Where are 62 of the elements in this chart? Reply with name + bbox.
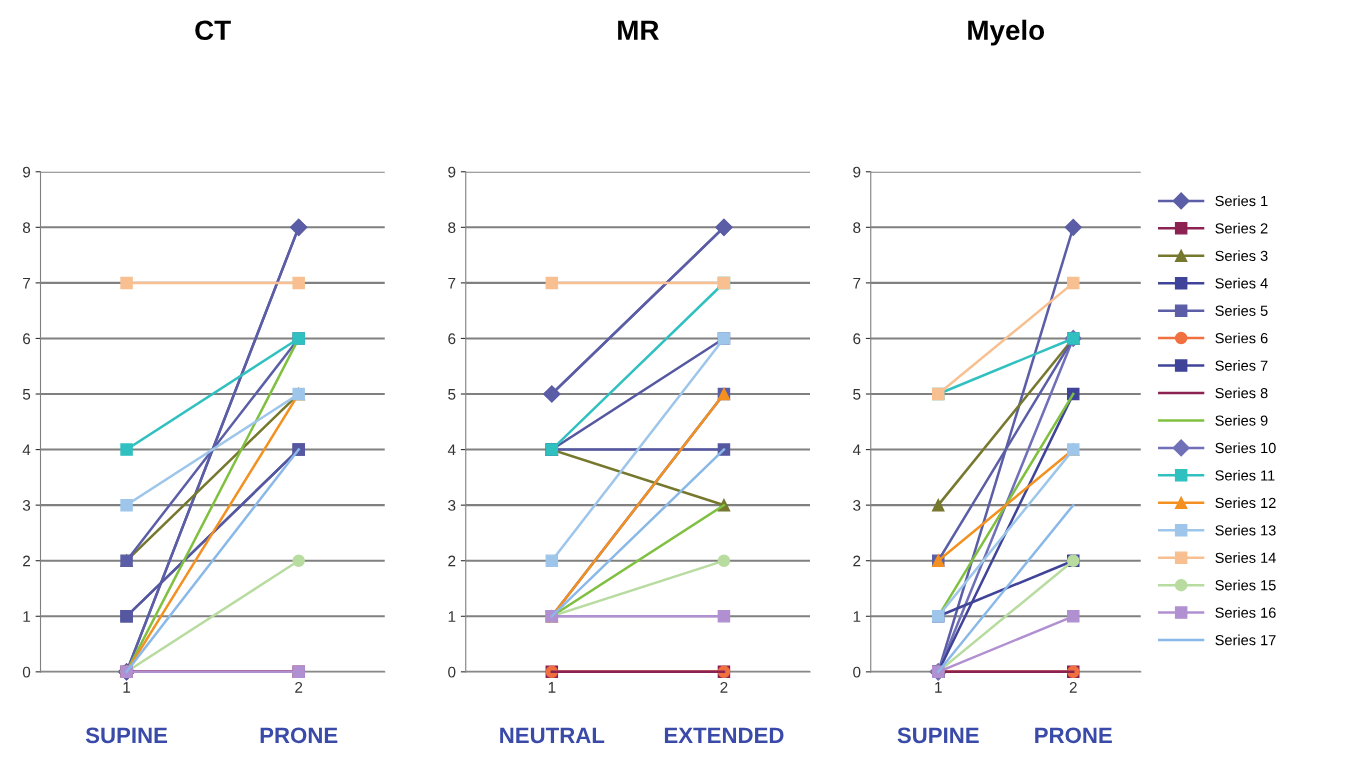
y-tick-label: 9: [448, 166, 456, 178]
legend-label: Series 6: [1215, 332, 1268, 344]
y-tick-label: 5: [853, 389, 861, 400]
y-tick-label: 3: [448, 500, 456, 511]
legend-label: Series 2: [1215, 222, 1268, 234]
y-tick-label: 3: [22, 500, 31, 511]
y-tick-label: 1: [853, 611, 861, 622]
y-tick-label: 3: [853, 500, 861, 511]
y-tick-label: 7: [448, 277, 456, 289]
legend-label: Series 9: [1215, 415, 1268, 426]
legend-label: Series 16: [1215, 607, 1276, 618]
legend-label: Series 15: [1215, 579, 1276, 591]
y-tick-label: 6: [448, 333, 456, 345]
y-tick-label: 4: [447, 444, 456, 456]
x-tick-label: 2: [295, 681, 303, 693]
y-tick-label: 9: [853, 166, 861, 178]
text: SUPINE: [897, 727, 979, 744]
y-tick-label: 0: [22, 666, 31, 678]
text: PRONE: [1035, 727, 1112, 744]
text: SUPINE: [85, 727, 168, 744]
y-tick-label: 4: [22, 444, 31, 456]
y-tick-label: 0: [853, 666, 861, 678]
legend-label: Series 1: [1215, 195, 1268, 207]
legend-label: Series 4: [1215, 277, 1268, 289]
y-tick-label: 2: [853, 555, 861, 567]
y-tick-label: 2: [448, 555, 456, 567]
y-tick-label: 5: [448, 389, 456, 400]
text: NEUTRAL: [500, 727, 605, 744]
y-tick-label: 6: [23, 333, 31, 345]
y-tick-label: 7: [23, 277, 31, 289]
text: PRONE: [260, 727, 338, 744]
y-tick-label: 9: [23, 166, 31, 178]
chart-title: MR: [618, 20, 659, 40]
y-tick-label: 7: [853, 277, 861, 289]
y-tick-label: 1: [448, 611, 456, 622]
y-tick-label: 8: [448, 222, 456, 234]
legend-label: Series 12: [1215, 497, 1276, 509]
x-tick-label: 1: [935, 682, 942, 693]
y-tick-label: 1: [23, 611, 31, 622]
y-tick-label: 8: [22, 222, 31, 234]
legend-label: Series 3: [1215, 250, 1268, 262]
legend-label: Series 10: [1215, 442, 1276, 454]
x-tick-label: 1: [548, 682, 556, 693]
x-tick-label: 2: [720, 681, 728, 693]
x-tick-label: 1: [123, 682, 131, 693]
y-tick-label: 5: [22, 389, 31, 400]
legend-label: Series 8: [1215, 387, 1268, 399]
legend-label: Series 17: [1215, 634, 1276, 646]
y-tick-label: 4: [852, 444, 861, 456]
y-tick-label: 6: [853, 333, 861, 345]
x-tick-label: 2: [1069, 681, 1077, 693]
legend-label: Series 11: [1215, 469, 1275, 481]
y-tick-label: 8: [853, 222, 861, 234]
legend-label: Series 14: [1215, 552, 1276, 563]
chart-title: Myelo: [968, 19, 1045, 46]
y-tick-label: 0: [448, 666, 456, 678]
y-tick-label: 2: [23, 555, 31, 567]
legend-label: Series 13: [1215, 524, 1276, 536]
legend-label: Series 7: [1215, 360, 1268, 371]
text: EXTENDED: [664, 727, 784, 743]
legend-label: Series 5: [1215, 305, 1268, 316]
chart-title: CT: [195, 20, 231, 41]
